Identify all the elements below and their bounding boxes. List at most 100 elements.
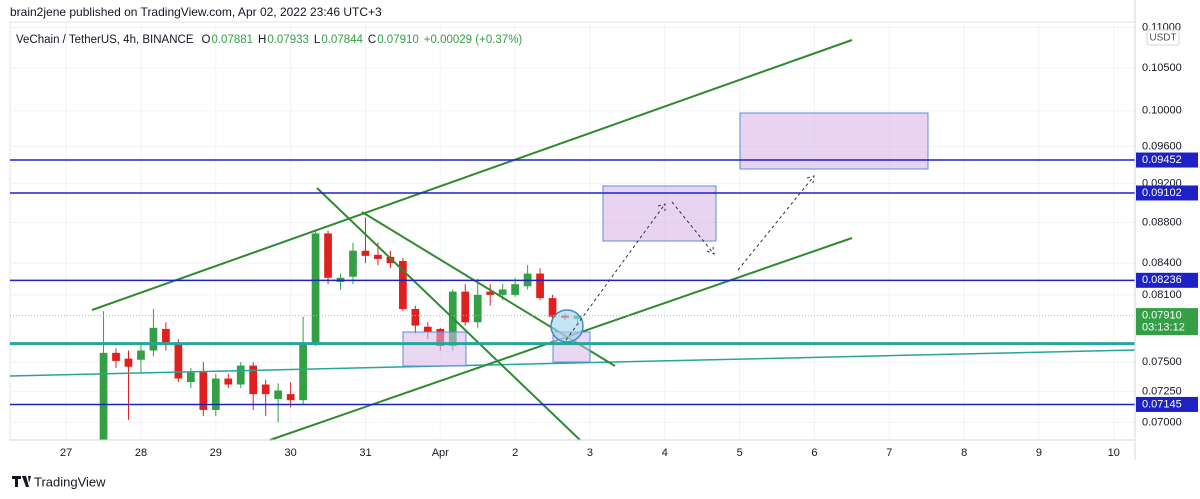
axis: 27 28 29 30 31 Apr 2 3 4 5 6 7 8 9 10 0.11000 0.10500 0.1… (60, 21, 1182, 458)
channel-upper (91, 39, 853, 311)
candle-body (411, 308, 420, 326)
level-label: 0.08236 (1142, 274, 1182, 286)
change: +0.00029 (+0.37%) (424, 34, 523, 46)
candle-body (349, 250, 357, 277)
candle-body (461, 291, 470, 323)
candle-body (511, 284, 519, 295)
candle-body (473, 294, 482, 323)
candle-body (486, 291, 495, 295)
brand: TradingView (34, 474, 106, 489)
ohlc-key: L (314, 34, 321, 46)
ohlc-key: O (202, 34, 211, 46)
level-label-box (1136, 272, 1198, 288)
down-line (316, 187, 581, 441)
y-tick-label: 0.08400 (1142, 257, 1182, 269)
currency-box (1146, 29, 1180, 46)
x-tick-label: 8 (961, 447, 967, 459)
candle-body (162, 328, 170, 343)
candle-body (386, 256, 395, 264)
candle-body (211, 378, 220, 410)
ohlc-value: 0.07881 (211, 34, 253, 46)
level-label: 0.09102 (1142, 187, 1182, 199)
y-tick-label: 0.07250 (1142, 386, 1182, 398)
arrow (671, 201, 715, 255)
currency: USDT (1149, 33, 1176, 44)
x-tick-label: 9 (1036, 447, 1042, 459)
ohlc-key: C (368, 34, 376, 46)
x-tick-label: 28 (135, 447, 147, 459)
candle-body (224, 378, 233, 385)
candle-body (186, 372, 195, 383)
y-tick-label: 0.08800 (1142, 216, 1182, 228)
highlight-circle (550, 309, 584, 343)
x-tick-label: 7 (886, 447, 892, 459)
x-tick-label: 2 (512, 447, 518, 459)
x-tick-label: 30 (285, 447, 297, 459)
candle-body (374, 254, 382, 259)
grid (10, 22, 1135, 440)
x-tick-label: Apr (432, 447, 449, 459)
projection-arrows (565, 175, 815, 341)
last-price-box (1136, 308, 1198, 336)
candle-body (399, 261, 407, 309)
level-label: 0.09452 (1142, 154, 1182, 166)
countdown: 03:13:12 (1142, 322, 1185, 334)
y-tick-label: 0.10000 (1142, 105, 1182, 117)
ohlc-value: 0.07933 (267, 34, 309, 46)
candle-body (274, 390, 283, 399)
candle-body (124, 358, 133, 367)
footer (0, 460, 1200, 499)
arrow (737, 175, 815, 271)
candle-body (324, 233, 332, 278)
last-price-label: 0.07910 (1142, 310, 1182, 322)
x-tick-label: 3 (587, 447, 593, 459)
candle-body (548, 298, 557, 317)
x-tick-label: 10 (1108, 447, 1120, 459)
symbol-title: VeChain / TetherUS, 4h, BINANCE (16, 34, 194, 46)
level-label-box (1136, 185, 1198, 201)
x-tick-label: 31 (359, 447, 371, 459)
x-tick-label: 5 (737, 447, 743, 459)
ohlc-value: 0.07844 (321, 34, 363, 46)
ohlc-key: H (258, 34, 266, 46)
y-tick-label: 0.09600 (1142, 140, 1182, 152)
y-tick-label: 0.10500 (1142, 62, 1182, 74)
candle-body (361, 250, 370, 256)
legend-header: VeChain / TetherUS, 4h, BINANCE O 0.07881… (16, 34, 522, 46)
brand-logo (12, 476, 31, 487)
ohlc-value: 0.07910 (377, 34, 419, 46)
candle-body (286, 394, 295, 401)
candle-body (174, 342, 183, 379)
candle-body (149, 327, 158, 351)
candle-body (112, 352, 120, 361)
y-tick-label: 0.07500 (1142, 356, 1182, 368)
candle-body (261, 384, 270, 395)
candle-body (299, 342, 307, 401)
x-tick-label: 6 (811, 447, 817, 459)
y-tick-label: 0.08100 (1142, 289, 1182, 301)
level-label: 0.07145 (1142, 398, 1182, 410)
level-label-box (1136, 152, 1198, 168)
publisher: brain2jene published on TradingView.com,… (10, 5, 382, 19)
candles (99, 217, 582, 440)
zone-box (402, 331, 467, 367)
candle-body (199, 371, 208, 410)
x-tick-label: 27 (60, 447, 72, 459)
candle-body (423, 326, 432, 333)
price-axis (1135, 0, 1200, 460)
candle-body (236, 365, 245, 385)
x-tick-label: 29 (210, 447, 222, 459)
y-tick-label: 0.07000 (1142, 416, 1182, 428)
level-label-box (1136, 396, 1198, 412)
candle-body (498, 289, 507, 295)
candle-body (137, 350, 145, 360)
y-tick-label: 0.11000 (1142, 21, 1181, 33)
arrow (565, 203, 666, 341)
levels (10, 159, 1135, 406)
candle-body (311, 233, 320, 343)
candle-body (249, 365, 258, 395)
target-box (602, 185, 717, 242)
x-tick-label: 4 (662, 447, 668, 459)
